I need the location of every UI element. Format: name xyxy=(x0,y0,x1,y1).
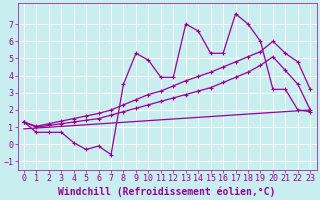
X-axis label: Windchill (Refroidissement éolien,°C): Windchill (Refroidissement éolien,°C) xyxy=(58,186,276,197)
